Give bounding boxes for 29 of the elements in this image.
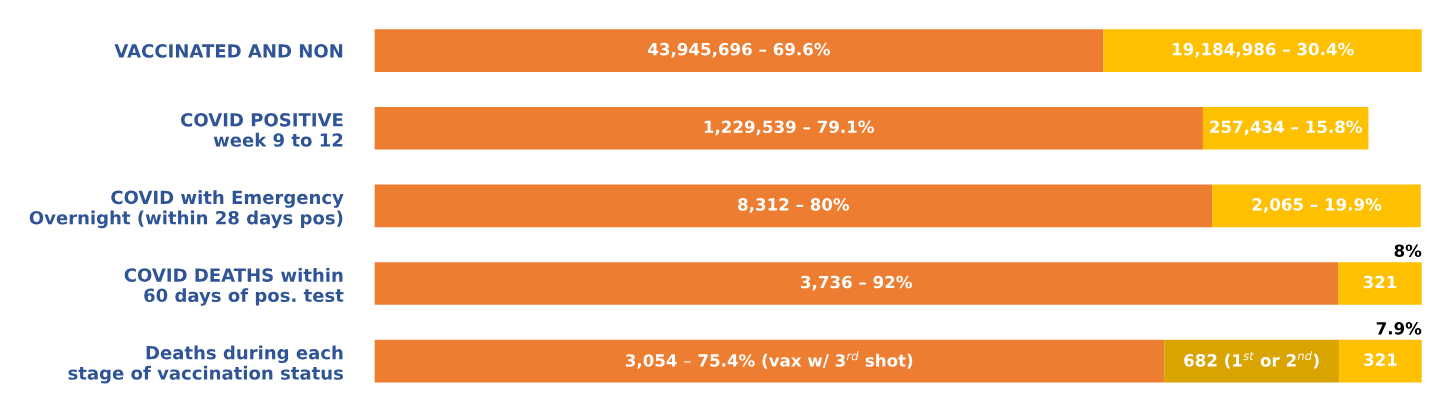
annotation: 8% [1394,244,1422,257]
annotation: 3,736 – 92% [801,275,912,291]
y-tick-label: COVID DEATHS within 60 days of pos. test [124,267,344,306]
bar [1103,29,1422,72]
y-tick-label: COVID POSITIVE week 9 to 12 [181,112,343,147]
annotation: 257,434 – 15.8% [1210,120,1362,136]
bar [1338,262,1422,305]
annotation: 8,312 – 80% [738,198,850,213]
annotation: 321 [1364,353,1397,366]
bar [374,339,1165,383]
annotation: 682 (1$^{st}$ or 2$^{nd}$) [1184,351,1319,369]
bar [1339,339,1422,383]
bar [1212,184,1421,228]
annotation: 2,065 – 19.9% [1252,198,1382,213]
y-tick-label: VACCINATED AND NON [114,44,343,58]
bar [374,29,1104,72]
bar [1202,106,1369,150]
bar [1164,339,1340,383]
bar [374,106,1203,150]
y-tick-label: Deaths during each stage of vaccination status [68,345,343,384]
bar [374,184,1213,228]
bar [374,262,1339,305]
annotation: 1,229,539 – 79.1% [704,120,874,136]
annotation: 3,054 – 75.4% (vax w/ 3$^{rd}$ shot) [625,351,913,369]
y-tick-label: COVID with Emergency Overnight (within 28 days pos) [29,190,344,229]
annotation: 43,945,696 – 69.6% [648,42,830,58]
annotation: 19,184,986 – 30.4% [1172,42,1354,58]
annotation: 321 [1363,275,1397,289]
annotation: 7.9% [1376,322,1422,335]
